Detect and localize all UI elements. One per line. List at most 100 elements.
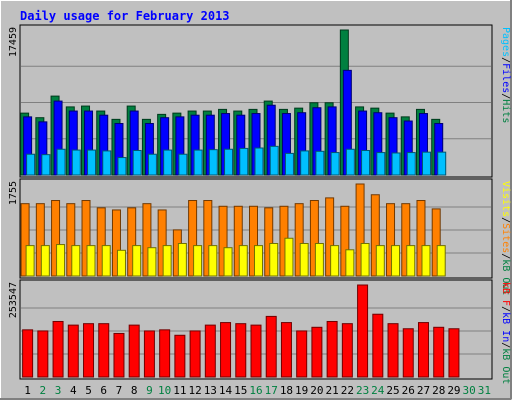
bar-sites [340, 205, 350, 277]
bar-sites [325, 197, 335, 277]
bar-pages [56, 148, 66, 176]
bar-kb-f [448, 328, 460, 378]
bar-visits [40, 245, 50, 277]
panel-series-label: kB F/kB In/kB Out [500, 282, 511, 384]
bar-kb-f [189, 330, 201, 378]
bar-sites [111, 209, 121, 277]
bar-visits [269, 243, 279, 277]
bar-visits [132, 245, 142, 277]
chart-title: Daily usage for February 2013 [20, 9, 230, 23]
bar-sites [127, 207, 137, 277]
panel-series-label-part: Files [500, 63, 511, 93]
bar-visits [208, 245, 218, 277]
day-label: 31 [478, 384, 491, 397]
panel-kbytes: 253547 kB F/kB In/kB Out [8, 279, 511, 384]
panel-series-label-part: Pages [500, 27, 511, 57]
bar-sites [401, 203, 411, 277]
bar-kb-f [265, 315, 277, 378]
bar-kb-f [417, 322, 429, 378]
day-label: 15 [234, 384, 247, 397]
bar-pages [41, 154, 51, 176]
bar-visits [314, 243, 324, 277]
bar-visits [223, 247, 233, 277]
bar-kb-f [37, 330, 49, 378]
day-label: 9 [146, 384, 153, 397]
day-label: 30 [463, 384, 476, 397]
bar-sites [96, 207, 106, 277]
bar-pages [163, 149, 173, 176]
bar-visits [391, 245, 401, 277]
day-label: 20 [310, 384, 323, 397]
bar-kb-f [357, 284, 369, 378]
bar-kb-f [311, 326, 323, 378]
bar-sites [66, 203, 76, 277]
bar-kb-f [387, 323, 399, 378]
bar-pages [284, 152, 294, 176]
panel-series-label: Pages/Files/Hits [500, 27, 511, 123]
bar-pages [178, 153, 188, 176]
day-label: 10 [158, 384, 171, 397]
bar-visits [86, 245, 96, 277]
day-label: 27 [417, 384, 430, 397]
bar-visits [162, 245, 172, 277]
bar-sites [51, 200, 61, 277]
bar-pages [421, 151, 431, 176]
panel-hits: 17459 Pages/Files/Hits [8, 24, 511, 178]
bar-kb-f [174, 334, 186, 378]
day-label: 2 [40, 384, 47, 397]
bar-kb-f [52, 320, 64, 378]
bar-sites [431, 208, 441, 277]
day-label: 19 [295, 384, 308, 397]
day-label: 23 [356, 384, 369, 397]
bar-pages [437, 151, 447, 176]
bar-kb-f [280, 322, 292, 378]
bar-visits [284, 237, 294, 277]
bar-pages [87, 149, 97, 176]
bar-pages [330, 152, 340, 176]
bar-sites [142, 203, 152, 277]
bar-kb-f [128, 324, 140, 378]
bar-kb-f [143, 330, 155, 378]
panel-series-label-part: kB In [500, 312, 511, 342]
bar-pages [391, 152, 401, 176]
bar-sites [294, 203, 304, 277]
panel-series-label-part: / [500, 217, 511, 223]
day-label: 26 [402, 384, 415, 397]
bar-pages [300, 150, 310, 176]
bar-visits [375, 245, 385, 277]
bar-kb-f [159, 329, 171, 378]
bar-visits [436, 245, 446, 277]
bar-sites [35, 203, 45, 277]
bar-pages [239, 147, 249, 176]
panel-ymax-label: 1755 [8, 181, 19, 205]
bar-pages [376, 152, 386, 176]
bar-pages [315, 150, 325, 176]
bar-visits [299, 243, 309, 277]
panel-series-label-part: / [500, 253, 511, 259]
bar-visits [421, 245, 431, 277]
bar-pages [406, 152, 416, 176]
bar-pages [254, 147, 264, 176]
bar-visits [101, 245, 111, 277]
bar-kb-f [204, 324, 216, 378]
bar-sites [233, 205, 243, 277]
bar-sites [309, 200, 319, 277]
bar-kb-f [235, 323, 247, 378]
panel-series-label-part: / [500, 342, 511, 348]
bar-sites [386, 203, 396, 277]
panel-series-label-part: / [500, 57, 511, 63]
bar-visits [406, 245, 416, 277]
day-axis: 1 2 3 4 5 6 7 8 9 10 11 12 13 14 15 16 17 18 19 20 21 22 23 24 2… [24, 384, 491, 397]
day-label: 7 [116, 384, 123, 397]
bar-sites [157, 209, 167, 277]
day-label: 25 [386, 384, 399, 397]
bar-sites [370, 194, 380, 277]
bar-kb-f [433, 326, 445, 378]
day-label: 8 [131, 384, 138, 397]
bar-sites [264, 207, 274, 277]
panel-ymax-label: 253547 [8, 282, 19, 318]
day-label: 13 [204, 384, 217, 397]
day-label: 4 [70, 384, 77, 397]
day-label: 14 [219, 384, 233, 397]
